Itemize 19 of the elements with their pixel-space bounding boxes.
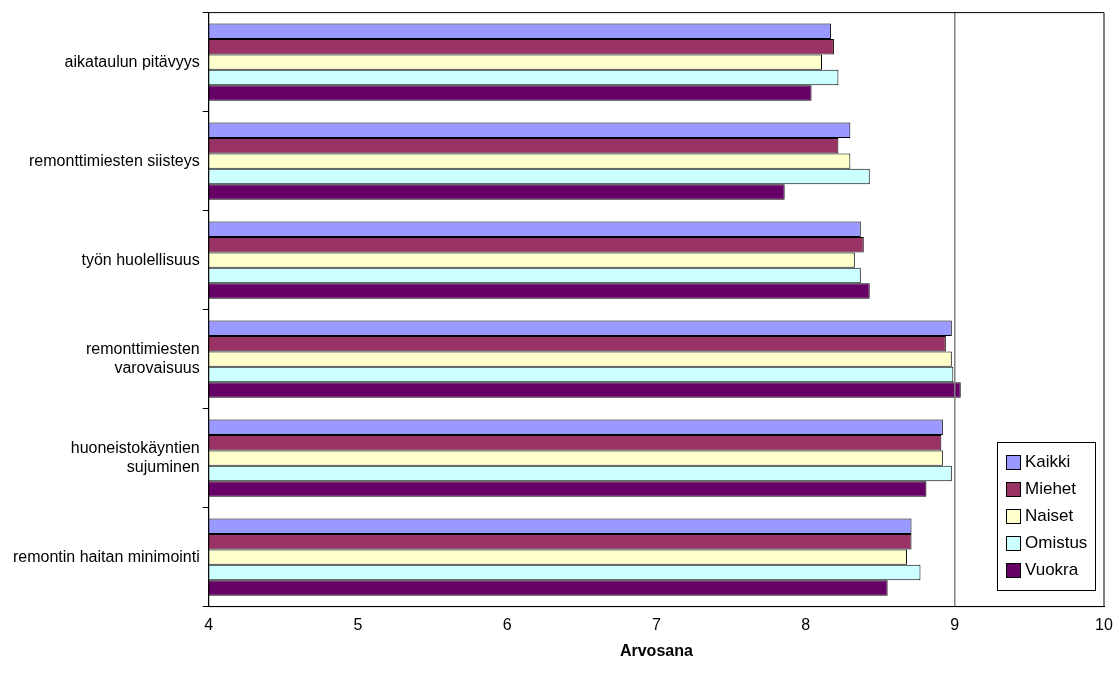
x-axis-title: Arvosana: [619, 641, 693, 659]
y-tick-label: remonttimiesten varovaisuus: [85, 339, 200, 377]
legend-label: Vuokra: [1024, 559, 1080, 582]
x-tick-label: 5: [353, 615, 363, 633]
y-tick-label: remontin haitan minimointi: [13, 547, 200, 565]
x-tick-label: 8: [801, 615, 811, 633]
y-tick-label: remonttimiesten siisteys: [29, 151, 200, 169]
legend-label: Omistus: [1024, 532, 1088, 555]
x-tick-label: 10: [1095, 615, 1113, 633]
y-tick-label: aikataulun pitävyys: [64, 52, 200, 70]
y-tick-label: työn huolellisuus: [81, 250, 200, 268]
legend-label: Naiset: [1024, 505, 1075, 528]
x-tick-label: 9: [950, 615, 960, 633]
x-tick-label: 4: [204, 615, 214, 633]
legend-label: Kaikki: [1024, 451, 1072, 474]
x-tick-label: 6: [502, 615, 512, 633]
legend-label: Miehet: [1024, 478, 1078, 501]
y-tick-label: huoneistokäyntien sujuminen: [70, 438, 200, 476]
x-tick-label: 7: [651, 615, 661, 633]
